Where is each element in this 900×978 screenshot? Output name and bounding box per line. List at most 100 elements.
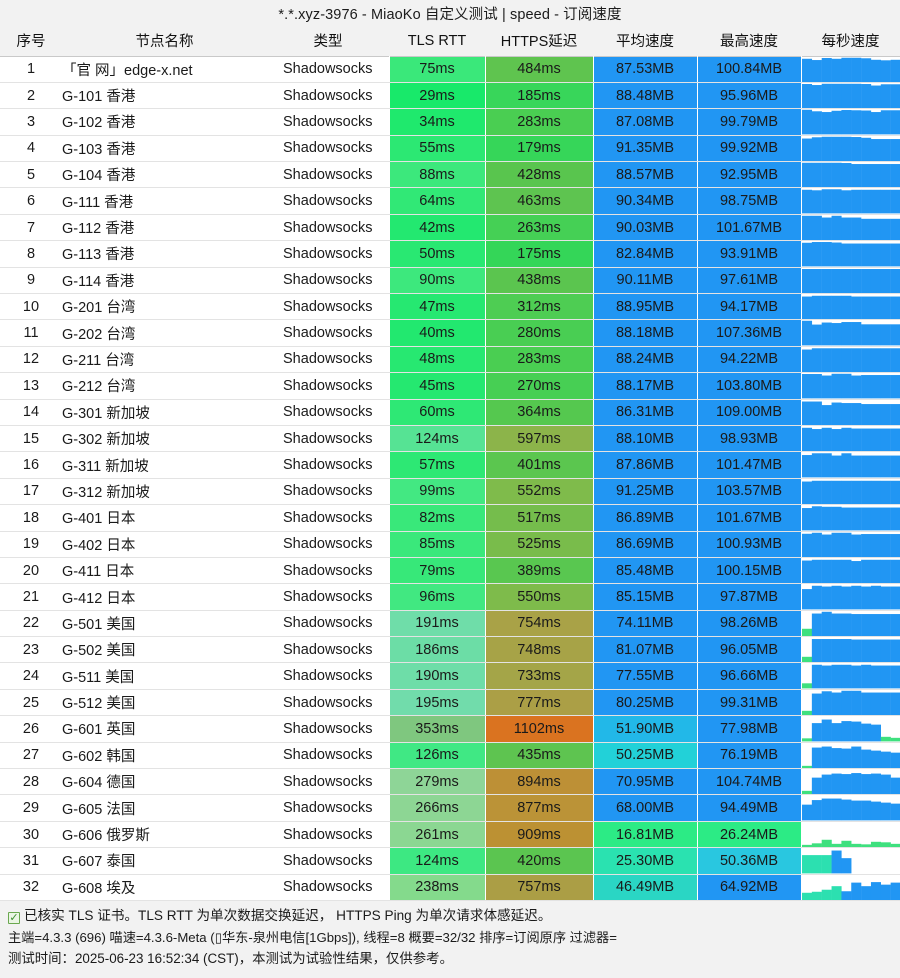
cell-tls-rtt: 88ms — [388, 161, 486, 189]
cell-type: Shadowsocks — [267, 82, 389, 110]
speed-sparkline-chart — [801, 839, 900, 847]
cell-tls-rtt: 29ms — [388, 82, 486, 110]
cell-https-delay: 389ms — [484, 557, 594, 585]
table-row[interactable]: 1 「官 网」edge-x.net Shadowsocks 75ms 484ms 87.5… — [0, 56, 900, 83]
cell-tls-rtt: 57ms — [388, 451, 486, 479]
table-row[interactable]: 10 G-201 台湾 Shadowsocks 47ms 312ms 88.95MB 94.… — [0, 293, 900, 321]
cell-tls-rtt: 85ms — [388, 531, 486, 558]
column-header-idx[interactable]: 序号 — [0, 26, 62, 56]
table-row[interactable]: 13 G-212 台湾 Shadowsocks 45ms 270ms 88.17MB 103… — [0, 372, 900, 400]
table-row[interactable]: 11 G-202 台湾 Shadowsocks 40ms 280ms 88.18MB 107… — [0, 319, 900, 347]
table-row[interactable]: 7 G-112 香港 Shadowsocks 42ms 263ms 90.03MB 101.… — [0, 214, 900, 242]
cell-max-speed: 100.93MB — [696, 531, 802, 558]
cell-type: Shadowsocks — [267, 56, 389, 83]
table-row[interactable]: 28 G-604 德国 Shadowsocks 279ms 894ms 70.95MB 10… — [0, 768, 900, 796]
cell-max-speed: 92.95MB — [696, 161, 802, 189]
table-row[interactable]: 19 G-402 日本 Shadowsocks 85ms 525ms 86.69MB 100… — [0, 531, 900, 558]
table-row[interactable]: 3 G-102 香港 Shadowsocks 34ms 283ms 87.08MB 99.7… — [0, 108, 900, 136]
cell-index: 31 — [0, 847, 62, 875]
cell-type: Shadowsocks — [267, 214, 389, 242]
table-row[interactable]: 18 G-401 日本 Shadowsocks 82ms 517ms 86.89MB 101… — [0, 504, 900, 532]
cell-max-speed: 100.84MB — [696, 56, 802, 83]
cell-avg-speed: 81.07MB — [592, 636, 698, 664]
cell-node-name: G-112 香港 — [62, 214, 267, 242]
table-row[interactable]: 8 G-113 香港 Shadowsocks 50ms 175ms 82.84MB 93.9… — [0, 240, 900, 268]
cell-speed-sparkline — [801, 610, 900, 638]
speed-sparkline-chart — [801, 453, 900, 478]
cell-https-delay: 463ms — [484, 187, 594, 215]
table-row[interactable]: 4 G-103 香港 Shadowsocks 55ms 179ms 91.35MB 99.9… — [0, 135, 900, 163]
table-row[interactable]: 5 G-104 香港 Shadowsocks 88ms 428ms 88.57MB 92.9… — [0, 161, 900, 189]
cell-node-name: G-103 香港 — [62, 135, 267, 163]
cell-https-delay: 280ms — [484, 319, 594, 347]
table-row[interactable]: 31 G-607 泰国 Shadowsocks 124ms 420ms 25.30MB 50… — [0, 847, 900, 875]
table-row[interactable]: 30 G-606 俄罗斯 Shadowsocks 261ms 909ms 16.81MB 2… — [0, 821, 900, 849]
cell-index: 21 — [0, 583, 62, 611]
table-row[interactable]: 25 G-512 美国 Shadowsocks 195ms 777ms 80.25MB 99… — [0, 689, 900, 717]
table-row[interactable]: 12 G-211 台湾 Shadowsocks 48ms 283ms 88.24MB 94.… — [0, 346, 900, 374]
cell-tls-rtt: 195ms — [388, 689, 486, 717]
cell-type: Shadowsocks — [267, 108, 389, 136]
cell-index: 29 — [0, 794, 62, 822]
cell-node-name: G-201 台湾 — [62, 293, 267, 321]
cell-node-name: G-113 香港 — [62, 240, 267, 268]
cell-index: 22 — [0, 610, 62, 638]
cell-type: Shadowsocks — [267, 874, 389, 902]
cell-avg-speed: 88.95MB — [592, 293, 698, 321]
column-header-avg[interactable]: 平均速度 — [593, 26, 697, 56]
table-row[interactable]: 22 G-501 美国 Shadowsocks 191ms 754ms 74.11MB 98… — [0, 610, 900, 638]
cell-node-name: G-312 新加坡 — [62, 478, 267, 506]
column-header-type[interactable]: 类型 — [267, 26, 389, 56]
cell-tls-rtt: 55ms — [388, 135, 486, 163]
cell-type: Shadowsocks — [267, 821, 389, 849]
cell-type: Shadowsocks — [267, 399, 389, 426]
cell-type: Shadowsocks — [267, 267, 389, 295]
column-header-tls[interactable]: TLS RTT — [389, 26, 485, 56]
column-header-max[interactable]: 最高速度 — [697, 26, 801, 56]
cell-type: Shadowsocks — [267, 319, 389, 347]
cell-node-name: G-606 俄罗斯 — [62, 821, 267, 849]
cell-max-speed: 96.05MB — [696, 636, 802, 664]
cell-avg-speed: 80.25MB — [592, 689, 698, 717]
cell-avg-speed: 88.57MB — [592, 161, 698, 189]
column-header-https[interactable]: HTTPS延迟 — [485, 26, 593, 56]
cell-tls-rtt: 238ms — [388, 874, 486, 902]
table-row[interactable]: 20 G-411 日本 Shadowsocks 79ms 389ms 85.48MB 100… — [0, 557, 900, 585]
cell-speed-sparkline — [801, 557, 900, 585]
table-row[interactable]: 14 G-301 新加坡 Shadowsocks 60ms 364ms 86.31MB 10… — [0, 399, 900, 426]
table-row[interactable]: 2 G-101 香港 Shadowsocks 29ms 185ms 88.48MB 95.9… — [0, 82, 900, 110]
cell-tls-rtt: 50ms — [388, 240, 486, 268]
table-row[interactable]: 29 G-605 法国 Shadowsocks 266ms 877ms 68.00MB 94… — [0, 794, 900, 822]
speed-sparkline-chart — [801, 665, 900, 689]
cell-type: Shadowsocks — [267, 372, 389, 400]
cell-index: 8 — [0, 240, 62, 268]
cell-index: 3 — [0, 108, 62, 136]
speed-sparkline-chart — [801, 586, 900, 610]
column-header-spark[interactable]: 每秒速度 — [801, 26, 900, 56]
cell-speed-sparkline — [801, 240, 900, 268]
table-row[interactable]: 17 G-312 新加坡 Shadowsocks 99ms 552ms 91.25MB 10… — [0, 478, 900, 506]
cell-https-delay: 525ms — [484, 531, 594, 558]
cell-max-speed: 104.74MB — [696, 768, 802, 796]
table-row[interactable]: 27 G-602 韩国 Shadowsocks 126ms 435ms 50.25MB 76… — [0, 742, 900, 770]
table-row[interactable]: 26 G-601 英国 Shadowsocks 353ms 1102ms 51.90MB 7… — [0, 715, 900, 743]
check-mark-icon: ✓ — [8, 912, 20, 924]
table-row[interactable]: 24 G-511 美国 Shadowsocks 190ms 733ms 77.55MB 96… — [0, 662, 900, 690]
speed-sparkline-chart — [801, 295, 900, 319]
cell-max-speed: 99.92MB — [696, 135, 802, 163]
table-row[interactable]: 15 G-302 新加坡 Shadowsocks 124ms 597ms 88.10MB 9… — [0, 425, 900, 453]
table-row[interactable]: 9 G-114 香港 Shadowsocks 90ms 438ms 90.11MB 97.6… — [0, 267, 900, 295]
cell-speed-sparkline — [801, 135, 900, 163]
table-row[interactable]: 6 G-111 香港 Shadowsocks 64ms 463ms 90.34MB 98.7… — [0, 187, 900, 215]
table-row[interactable]: 21 G-412 日本 Shadowsocks 96ms 550ms 85.15MB 97.… — [0, 583, 900, 611]
cell-type: Shadowsocks — [267, 557, 389, 585]
cell-max-speed: 100.15MB — [696, 557, 802, 585]
speed-sparkline-chart — [801, 532, 900, 557]
table-row[interactable]: 32 G-608 埃及 Shadowsocks 238ms 757ms 46.49MB 64… — [0, 874, 900, 902]
column-header-name[interactable]: 节点名称 — [62, 26, 267, 56]
table-row[interactable]: 23 G-502 美国 Shadowsocks 186ms 748ms 81.07MB 96… — [0, 636, 900, 664]
cell-avg-speed: 68.00MB — [592, 794, 698, 822]
cell-https-delay: 777ms — [484, 689, 594, 717]
table-row[interactable]: 16 G-311 新加坡 Shadowsocks 57ms 401ms 87.86MB 10… — [0, 451, 900, 479]
